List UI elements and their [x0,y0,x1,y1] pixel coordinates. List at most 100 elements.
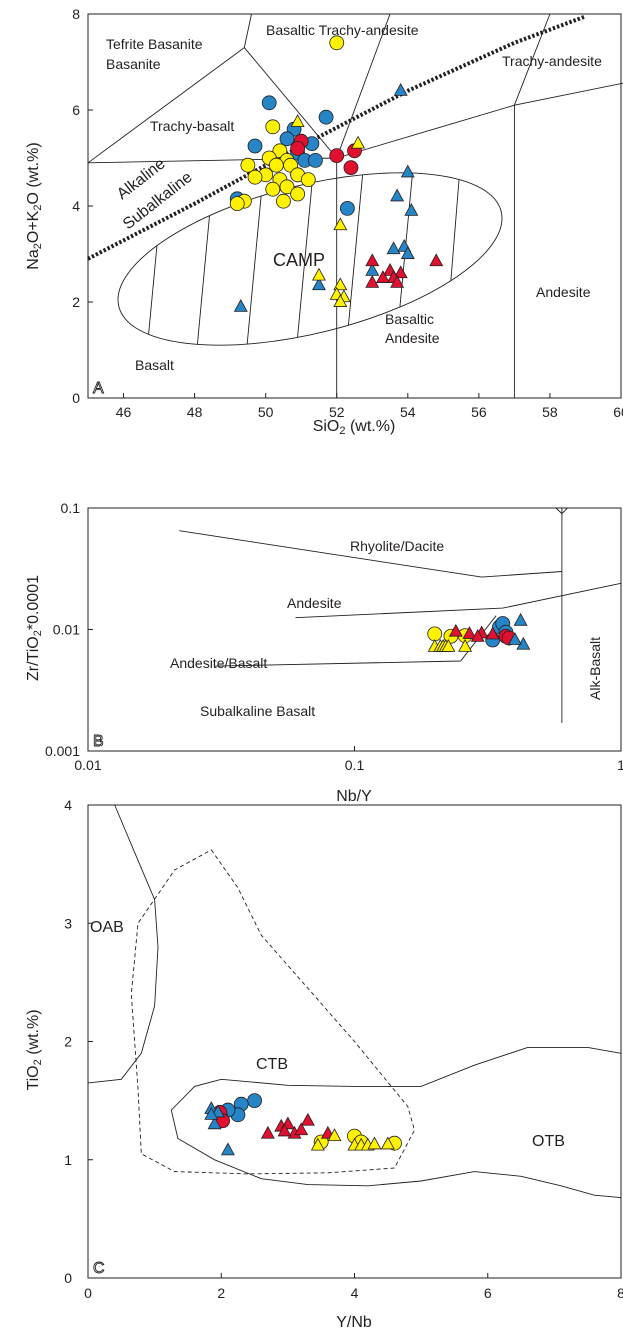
field-label-basanite: Basanite [106,56,161,72]
oab-boundary [87,804,159,1084]
data-point-yellow-circle [265,119,281,135]
y-tick-label: 0.001 [45,743,80,759]
data-point-yellow-triangle [333,217,348,231]
data-point-blue-triangle [204,1106,219,1120]
y-tick-label: 6 [72,102,80,118]
data-point-red-triangle [277,1123,292,1137]
x-tick-label: 54 [400,404,416,420]
y-tick-label: 0.01 [53,622,80,638]
data-point-blue-triangle [393,82,408,96]
y-tick-label: 2 [64,1034,72,1050]
data-point-red-triangle [470,629,485,642]
data-point-yellow-circle [276,193,291,209]
y-tick-label: 2 [72,294,80,310]
field-label-andesite-b: Andesite [287,595,342,611]
tio2-ynb-x-axis-label: Y/Nb [336,1314,372,1331]
data-point-blue-circle [247,138,263,154]
data-point-yellow-triangle [290,114,305,127]
y-tick-label: 4 [72,198,80,214]
data-point-red-triangle [260,1125,275,1139]
data-point-yellow-circle [240,157,256,173]
data-point-blue-triangle [207,1116,222,1130]
data-point-yellow-circle [279,179,295,195]
x-tick-label: 0 [84,1285,92,1301]
x-tick-label: 0.1 [345,757,365,773]
data-point-blue-triangle [507,632,522,645]
x-tick-label: 4 [351,1285,359,1301]
panel-letter-c: C [93,1260,105,1277]
tas-x-axis-label: SiO2 (wt.%) [313,418,396,437]
y-tick-label: 0 [64,1270,72,1286]
x-tick-label: 46 [116,404,132,420]
tio2-ynb-axis-ticks: 0 2 4 6 8 0 1 2 3 4 [64,797,623,1301]
data-point-blue-triangle [233,298,248,312]
tas-boundary-line [243,13,252,48]
data-point-yellow-triangle [441,638,456,652]
field-label-ctb: CTB [256,1056,288,1073]
data-point-yellow-circle [427,626,443,642]
data-point-red-circle [343,160,359,176]
x-tick-label: 60 [613,404,623,420]
data-point-blue-circle [279,131,295,147]
data-point-red-triangle [365,274,380,288]
zr-nb-boundary-line [295,582,622,619]
x-tick-label: 50 [258,404,274,420]
field-label-oab: OAB [90,919,124,936]
data-point-yellow-triangle [351,135,366,149]
data-point-yellow-circle [329,35,345,51]
data-point-blue-triangle [400,246,415,259]
tas-boundary-line [513,13,551,106]
tas-field-boundaries [87,13,623,398]
tio2-ynb-field-boundaries [87,804,622,1199]
data-point-red-triangle [294,1122,309,1136]
data-point-blue-circle [339,200,355,216]
field-label-trachy-basalt: Trachy-basalt [150,118,234,134]
x-tick-label: 2 [217,1285,225,1301]
data-point-yellow-triangle [310,1137,325,1151]
data-point-yellow-circle [290,186,306,202]
field-label-subalkaline-basalt: Subalkaline Basalt [200,703,315,719]
data-point-yellow-triangle [311,267,326,281]
data-point-yellow-circle [229,196,245,212]
x-tick-label: 0.01 [74,757,101,773]
field-label-camp: CAMP [273,250,325,270]
field-label-otb: OTB [532,1133,565,1150]
field-label-andesite-2: Andesite [385,330,440,346]
zr-nb-x-axis-label: Nb/Y [336,788,372,805]
data-point-yellow-circle [265,181,281,197]
data-point-yellow-triangle [380,1136,395,1150]
tas-data-points [229,35,444,312]
data-point-blue-triangle [386,241,401,255]
data-point-red-triangle [485,626,500,640]
data-point-red-triangle [448,623,463,637]
zr-nb-boundary-line [555,507,568,515]
data-point-yellow-triangle [327,1128,342,1142]
data-point-blue-circle [308,152,323,168]
tas-axis-ticks: 464850525456586002468 [72,6,623,420]
data-point-blue-triangle [404,202,419,216]
data-point-blue-triangle [311,277,326,291]
field-label-rhyolite-dacite: Rhyolite/Dacite [350,538,444,554]
data-point-blue-circle [247,1093,262,1109]
x-tick-label: 8 [617,1285,623,1301]
data-point-yellow-triangle [333,277,348,291]
data-point-blue-circle [318,109,334,125]
tas-diagram: 464850525456586002468 Tefrite Basanite B… [25,6,623,437]
zr-nb-data-points [427,612,531,652]
data-point-blue-triangle [390,188,405,202]
tio2-ynb-y-axis-label: TiO2 (wt.%) [25,1009,44,1090]
panel-letter-b: B [93,733,104,750]
data-point-yellow-circle [247,169,263,185]
field-label-basaltic-trachy-andesite: Basaltic Trachy-andesite [266,22,419,38]
data-point-blue-triangle [220,1142,235,1156]
zr-nb-y-axis-label: Zr/TiO2*0.0001 [25,575,44,681]
data-point-blue-triangle [513,612,528,626]
zr-nb-boundary-line [179,530,562,578]
field-label-andesite: Andesite [536,284,591,300]
data-point-blue-circle [261,95,277,111]
tas-y-axis-label: Na2O+K2O (wt.%) [25,142,44,269]
y-tick-label: 0.1 [61,500,81,516]
data-point-yellow-triangle [367,1136,382,1150]
